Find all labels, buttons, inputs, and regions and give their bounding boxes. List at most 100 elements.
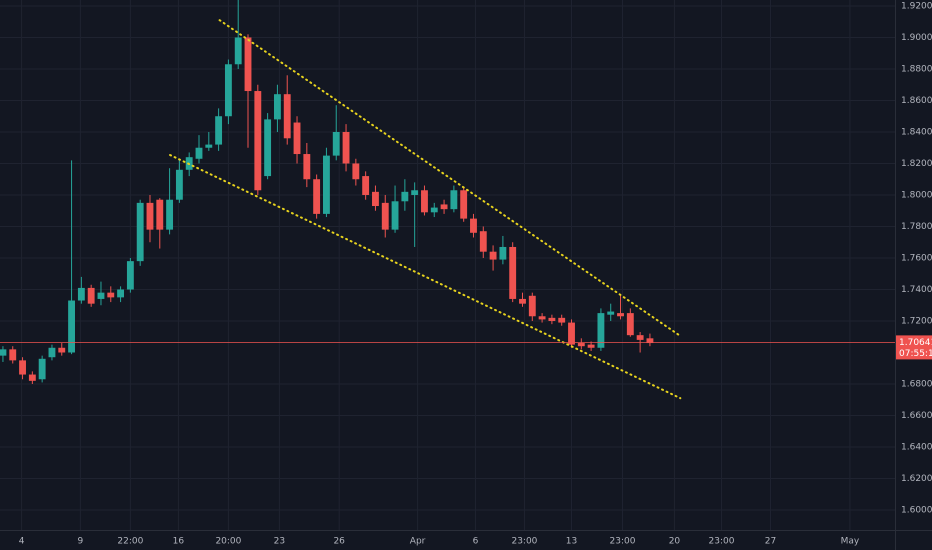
candle-body: [175, 169, 183, 200]
candle-body: [107, 292, 115, 298]
candle-body: [362, 176, 370, 195]
x-tick-label: 26: [333, 537, 345, 547]
candle-body: [391, 201, 399, 230]
x-tick-label: 13: [566, 537, 577, 547]
candle-body: [323, 155, 330, 214]
candle-body: [548, 317, 556, 321]
candle-body: [224, 64, 232, 117]
candle-body: [450, 190, 458, 210]
y-tick-label: 1.62000: [901, 474, 932, 484]
candle-body: [87, 287, 95, 304]
y-tick-label: 1.88000: [901, 64, 932, 74]
y-tick-label: 1.86000: [901, 96, 932, 106]
candle-body: [342, 131, 350, 164]
candle-body: [195, 147, 203, 159]
candle-body: [646, 338, 654, 344]
candle-body: [264, 119, 272, 177]
candle-body: [48, 347, 56, 358]
x-tick-label: 23:00: [511, 537, 537, 547]
x-tick-label: 6: [473, 537, 479, 547]
candle-body: [97, 292, 105, 299]
x-tick-label: 23:00: [709, 537, 735, 547]
candle-body: [440, 204, 448, 210]
y-tick-label: 1.68000: [901, 379, 932, 389]
y-tick-label: 1.60000: [901, 505, 932, 515]
x-tick-label: 23:00: [610, 537, 636, 547]
candle-body: [479, 231, 487, 252]
candle-body: [332, 131, 340, 156]
last-price-label: 1.70641: [899, 338, 932, 348]
candle-body: [499, 246, 507, 260]
y-tick-label: 1.82000: [901, 159, 932, 169]
candle-body: [9, 349, 17, 361]
y-tick-label: 1.78000: [901, 222, 932, 232]
candle-body: [273, 94, 281, 120]
candle-body: [234, 37, 242, 65]
y-tick-label: 1.76000: [901, 253, 932, 263]
countdown-label: 07:55:16: [899, 349, 932, 359]
x-tick-label: 20: [669, 537, 681, 547]
y-tick-label: 1.80000: [901, 190, 932, 200]
candle-body: [411, 190, 419, 195]
y-tick-label: 1.90000: [901, 33, 932, 43]
x-tick-label: 20:00: [215, 537, 241, 547]
trend-line: [169, 153, 682, 400]
candle-body: [117, 289, 125, 298]
candle-body: [509, 246, 517, 299]
candle-body: [68, 300, 75, 353]
trend-line: [218, 19, 682, 337]
candle-body: [597, 313, 605, 348]
y-tick-label: 1.64000: [901, 442, 932, 452]
candle-body: [205, 144, 213, 148]
candle-body: [626, 313, 634, 336]
x-tick-label: May: [841, 537, 860, 547]
y-tick-label: 1.92000: [901, 1, 932, 11]
x-tick-label: 27: [765, 537, 776, 547]
x-tick-label: 23: [274, 537, 285, 547]
candle-body: [136, 202, 144, 262]
candle-body: [19, 360, 26, 375]
candle-body: [215, 116, 223, 145]
y-tick-label: 1.72000: [901, 316, 932, 326]
candle-body: [617, 313, 624, 317]
candle-body: [470, 218, 477, 233]
candle-body: [607, 311, 615, 315]
candle-body: [244, 37, 252, 92]
candle-body: [254, 91, 262, 191]
candle-body: [352, 163, 360, 180]
candle-body: [313, 179, 321, 214]
y-tick-label: 1.84000: [901, 127, 932, 137]
x-tick-label: 22:00: [117, 537, 143, 547]
x-tick-label: 9: [78, 537, 84, 547]
candle-body: [0, 349, 7, 356]
candle-body: [156, 199, 164, 230]
candle-body: [430, 207, 438, 213]
candle-body: [303, 154, 311, 180]
candle-body: [577, 343, 585, 347]
last-price-box: [896, 335, 932, 360]
candle-body: [166, 199, 174, 230]
x-tick-label: Apr: [410, 537, 426, 547]
candle-body: [460, 190, 468, 219]
candle-body: [126, 261, 134, 290]
candle-body: [636, 335, 644, 340]
candle-body: [58, 347, 66, 353]
y-tick-label: 1.66000: [901, 411, 932, 421]
candle-body: [77, 287, 85, 301]
candle-body: [28, 374, 36, 381]
candle-body: [401, 191, 409, 202]
candle-body: [283, 94, 291, 139]
candle-body: [538, 316, 546, 320]
candle-body: [568, 322, 575, 345]
candle-body: [587, 344, 595, 348]
candle-body: [372, 191, 379, 207]
y-tick-label: 1.74000: [901, 285, 932, 295]
candle-body: [528, 295, 536, 317]
candle-body: [558, 317, 566, 323]
candle-body: [38, 358, 46, 380]
candle-body: [381, 202, 389, 230]
candle-body: [519, 298, 526, 304]
